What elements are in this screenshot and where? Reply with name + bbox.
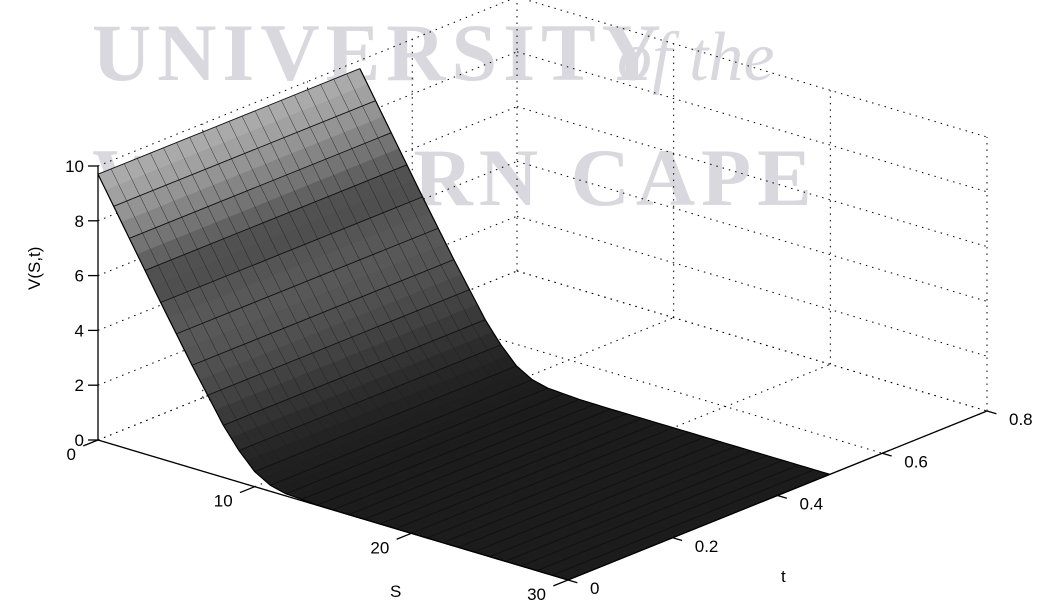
mesh-line-t [505,455,768,562]
x-tick [396,532,412,540]
mesh-line-t [207,289,470,396]
mesh-line-t [317,399,580,506]
mesh-line-t [426,431,690,539]
mesh-line-t [144,164,408,271]
y-tick-label: 0.8 [1009,410,1033,429]
mesh-line-t [285,387,549,495]
mesh-line-t [176,227,439,335]
z-tick-label: 2 [75,376,84,395]
y-tick [672,537,683,542]
z-tick-label: 4 [75,321,84,340]
ylabel: t [781,567,786,586]
y-tick [986,410,997,415]
watermark-line-1-suffix: of the [617,19,774,96]
z-tick-label: 6 [75,267,84,286]
mesh-line-t [489,450,752,558]
mesh-line-t [191,259,455,366]
xlabel: S [390,582,401,601]
mesh-line-t [395,422,658,530]
tick-labels: 0 2 4 6 8 10 0 10 20 30 0 0.2 0.4 0.6 0.8 [65,157,1033,601]
z-tick-label: 0 [75,431,84,450]
grid-line [516,270,988,412]
x-tick-label: 10 [214,492,233,511]
mesh-line-t [411,427,674,534]
mesh-line-t [348,408,611,516]
mesh-line-t [97,68,361,175]
mesh-line-t [270,379,533,486]
y-tick [567,579,578,584]
mesh-line-t [536,464,799,572]
y-tick-label: 0.4 [800,495,824,514]
zlabel: V(S,t) [25,247,44,290]
mesh-line-t [442,436,705,544]
x-tick [553,579,569,587]
grid-line [516,215,988,357]
mesh-line-t [254,365,517,473]
x-tick [83,439,99,447]
y-tick-label: 0 [590,579,599,598]
mesh-line-t [552,469,815,576]
mesh-line-t [364,413,627,520]
mesh-line-t [160,196,423,303]
mesh-line-t [129,132,392,239]
mesh-line-t [473,445,737,553]
watermark-line-1: UNIVERSITY [92,7,667,98]
mesh-line-t [379,417,643,525]
y-tick [882,452,892,457]
y-tick [777,494,788,499]
surface-back-edge [359,68,831,475]
mesh-line-t [332,403,596,511]
mesh-line-t [238,344,502,451]
x-tick-label: 20 [370,538,389,557]
z-tick-label: 10 [65,157,84,176]
mesh-line-t [458,441,721,548]
mesh-line-t [520,459,784,567]
mesh-line-t [301,393,564,500]
x-tick [239,486,255,494]
mesh-line-t [113,100,376,207]
z-tick-label: 8 [75,212,84,231]
mesh-line-t [223,319,486,426]
y-tick-label: 0.6 [904,452,928,471]
surface-mesh [97,68,831,581]
y-tick-label: 0.2 [695,537,719,556]
x-tick-label: 30 [527,585,546,601]
x-axis [97,439,569,581]
x-tick-label: 0 [67,445,76,464]
